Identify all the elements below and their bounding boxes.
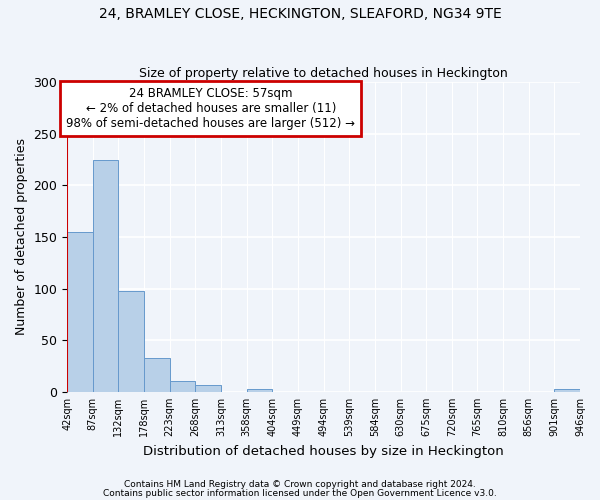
Bar — [170, 380, 196, 392]
Bar — [93, 160, 118, 392]
Text: Contains public sector information licensed under the Open Government Licence v3: Contains public sector information licen… — [103, 488, 497, 498]
Y-axis label: Number of detached properties: Number of detached properties — [15, 138, 28, 336]
Text: 24 BRAMLEY CLOSE: 57sqm
← 2% of detached houses are smaller (11)
98% of semi-det: 24 BRAMLEY CLOSE: 57sqm ← 2% of detached… — [66, 86, 355, 130]
Title: Size of property relative to detached houses in Heckington: Size of property relative to detached ho… — [139, 66, 508, 80]
Text: 24, BRAMLEY CLOSE, HECKINGTON, SLEAFORD, NG34 9TE: 24, BRAMLEY CLOSE, HECKINGTON, SLEAFORD,… — [98, 8, 502, 22]
Bar — [118, 290, 144, 392]
Bar — [67, 232, 93, 392]
Bar — [247, 389, 272, 392]
Bar — [144, 358, 170, 392]
Bar — [554, 389, 580, 392]
Text: Contains HM Land Registry data © Crown copyright and database right 2024.: Contains HM Land Registry data © Crown c… — [124, 480, 476, 489]
X-axis label: Distribution of detached houses by size in Heckington: Distribution of detached houses by size … — [143, 444, 504, 458]
Bar — [196, 384, 221, 392]
